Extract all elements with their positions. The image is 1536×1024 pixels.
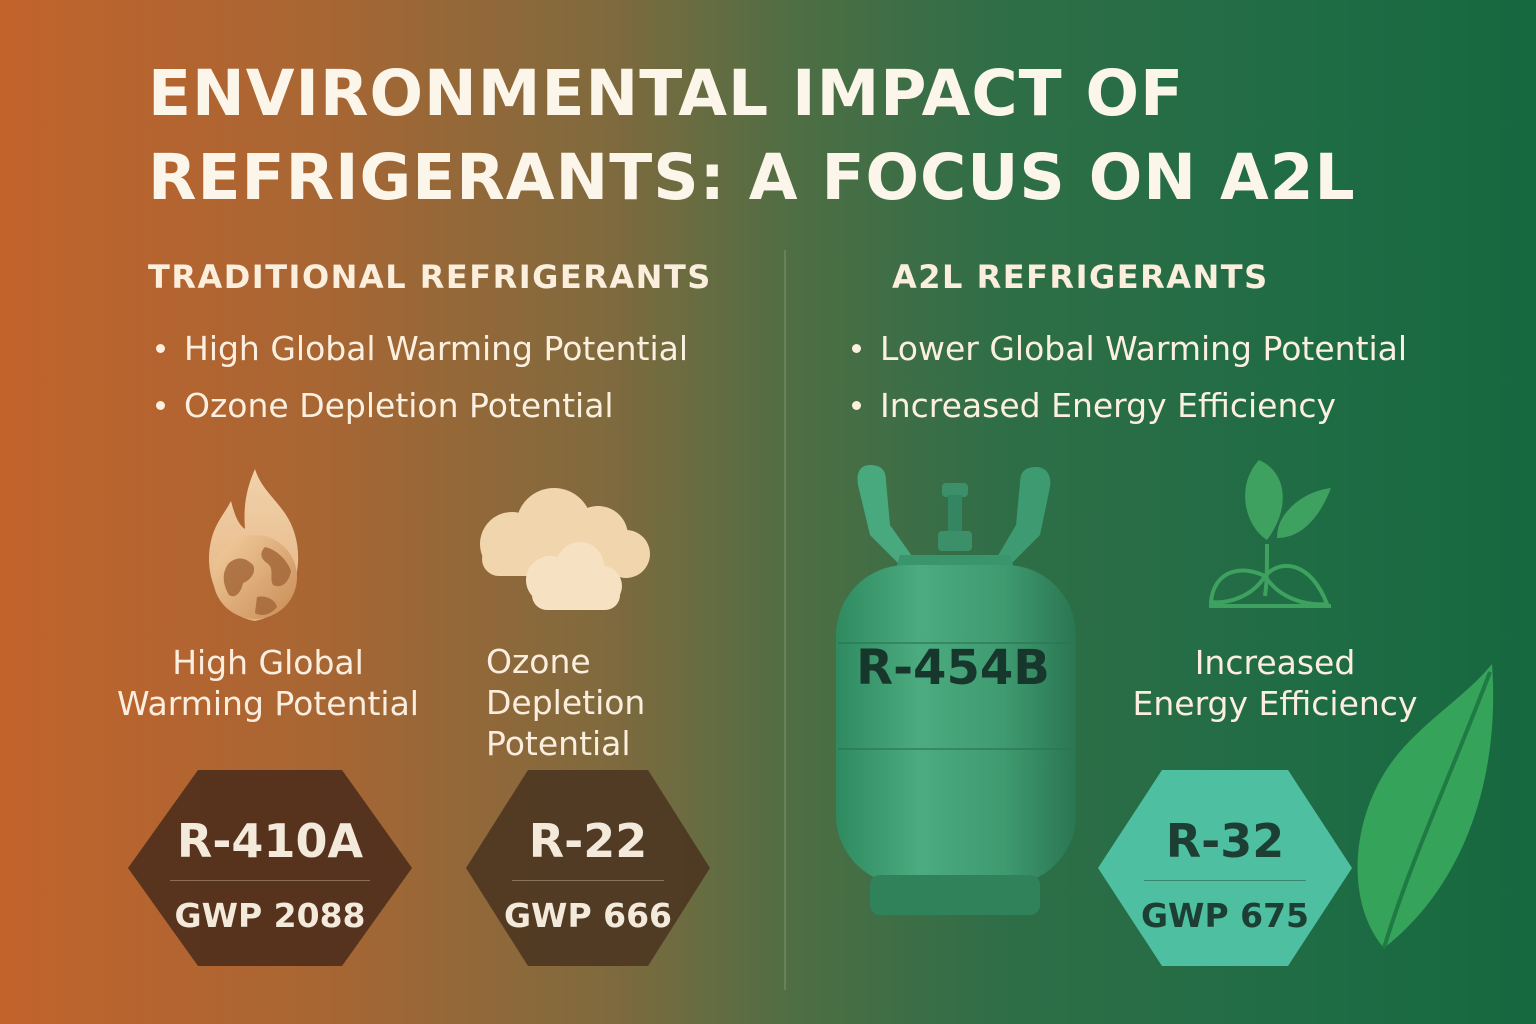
a2l-bullet-1: Lower Global Warming Potential (848, 320, 1407, 377)
page-title: ENVIRONMENTAL IMPACT OF REFRIGERANTS: A … (148, 52, 1448, 220)
title-line-1: ENVIRONMENTAL IMPACT OF (148, 57, 1185, 130)
cloud-icon (480, 488, 650, 610)
refrigerant-tank-icon (836, 465, 1076, 915)
burning-globe-icon (208, 469, 299, 621)
refrigerant-gwp: GWP 2088 (174, 896, 366, 935)
a2l-heading: A2L REFRIGERANTS (892, 258, 1269, 296)
refrigerant-badge-r32: R-32 GWP 675 (1098, 770, 1352, 966)
refrigerant-name: R-22 (528, 814, 648, 868)
sprout-icon (1208, 460, 1331, 608)
global-warming-caption: High Global Warming Potential (117, 643, 419, 723)
refrigerant-badge-r410a: R-410A GWP 2088 (128, 770, 412, 966)
refrigerant-gwp: GWP 666 (503, 896, 673, 935)
a2l-bullet-list: Lower Global Warming Potential Increased… (848, 320, 1407, 434)
energy-efficiency-caption: Increased Energy Efficiency (1132, 643, 1418, 723)
traditional-bullet-list: High Global Warming Potential Ozone Depl… (152, 320, 688, 434)
traditional-bullet-2: Ozone Depletion Potential (152, 377, 688, 434)
refrigerant-name: R-32 (1165, 814, 1285, 868)
tank-label: R-454B (856, 640, 1050, 696)
traditional-heading: TRADITIONAL REFRIGERANTS (148, 258, 712, 296)
badge-divider (512, 880, 664, 881)
a2l-bullet-2: Increased Energy Efficiency (848, 377, 1407, 434)
badge-divider (1144, 880, 1306, 881)
refrigerant-name: R-410A (176, 814, 364, 868)
traditional-bullet-1: High Global Warming Potential (152, 320, 688, 377)
badge-divider (170, 880, 370, 881)
refrigerant-gwp: GWP 675 (1140, 896, 1310, 935)
leaf-icon (1357, 664, 1494, 949)
ozone-depletion-caption: Ozone Depletion Potential (486, 642, 646, 763)
title-line-2: REFRIGERANTS: A FOCUS ON A2L (148, 141, 1356, 214)
refrigerant-badge-r22: R-22 GWP 666 (466, 770, 710, 966)
section-divider (784, 250, 786, 990)
